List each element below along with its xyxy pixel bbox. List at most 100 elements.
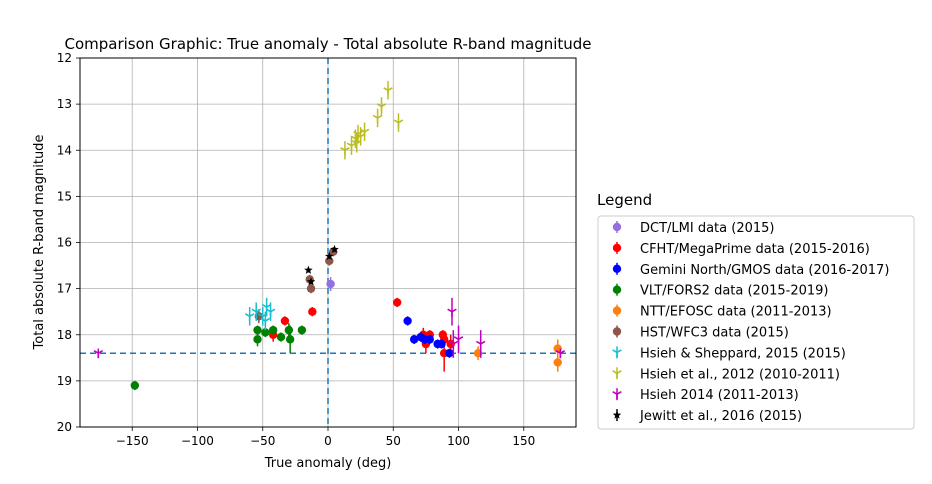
legend-marker xyxy=(612,391,622,400)
legend-item: DCT/LMI data (2015) xyxy=(612,221,774,236)
data-point-stroke xyxy=(261,303,268,308)
series-6 xyxy=(244,297,276,331)
y-tick-label: 12 xyxy=(57,51,72,65)
legend-marker xyxy=(612,264,622,273)
data-point-stroke xyxy=(372,114,378,119)
legend-item: Hsieh et al., 2012 (2010-2011) xyxy=(612,367,840,382)
data-point-stroke xyxy=(260,317,266,322)
data-point-stroke xyxy=(453,336,459,341)
data-point xyxy=(437,339,446,349)
legend-marker xyxy=(612,349,622,358)
legend-item: CFHT/MegaPrime data (2015-2016) xyxy=(612,241,870,257)
data-point xyxy=(453,336,464,345)
data-point xyxy=(376,103,387,112)
legend-label: CFHT/MegaPrime data (2015-2016) xyxy=(640,242,870,257)
data-point-stroke xyxy=(350,135,356,140)
data-point xyxy=(265,308,276,317)
data-point-stroke xyxy=(355,133,362,138)
legend-marker-stroke xyxy=(616,349,622,354)
x-tick-label: −50 xyxy=(250,434,275,448)
y-axis-label: Total absolute R-band magnitude xyxy=(32,135,47,351)
y-tick-label: 16 xyxy=(57,236,72,250)
legend-marker xyxy=(612,370,622,379)
legend-marker-stroke xyxy=(612,391,618,395)
data-point-stroke xyxy=(475,340,482,345)
y-tick-label: 17 xyxy=(57,282,72,296)
data-point xyxy=(330,244,339,254)
data-point xyxy=(448,340,459,349)
legend-label: VLT/FORS2 data (2015-2019) xyxy=(640,284,828,299)
data-point-stroke xyxy=(447,308,453,313)
legend-marker xyxy=(612,285,622,294)
data-point xyxy=(326,279,335,289)
data-point xyxy=(284,325,294,335)
data-point-stroke xyxy=(480,340,486,345)
data-point-stroke xyxy=(344,147,350,151)
data-point xyxy=(244,313,255,322)
data-point xyxy=(383,87,393,96)
legend-title: Legend xyxy=(597,191,652,209)
legend-item: Hsieh 2014 (2011-2013) xyxy=(612,388,799,403)
y-tick-label: 20 xyxy=(57,420,72,434)
data-point xyxy=(359,128,370,137)
data-point-stroke xyxy=(346,142,352,147)
legend-box xyxy=(597,215,915,430)
legend-item: Gemini North/GMOS data (2016-2017) xyxy=(612,262,889,278)
data-point-stroke xyxy=(351,140,358,145)
legend-label: HST/WFC3 data (2015) xyxy=(640,326,789,341)
data-point xyxy=(475,340,486,349)
legend: Legend DCT/LMI data (2015) CFHT/MegaPrime… xyxy=(597,191,915,430)
y-tick-label: 18 xyxy=(57,328,72,342)
data-point xyxy=(93,350,104,359)
y-tick-label: 15 xyxy=(57,189,72,203)
legend-marker xyxy=(612,306,622,315)
data-point-stroke xyxy=(398,119,404,124)
data-point-stroke xyxy=(249,313,255,317)
data-point xyxy=(251,308,261,317)
legend-marker xyxy=(612,243,622,253)
data-point-stroke xyxy=(458,336,464,341)
data-point xyxy=(403,316,412,326)
legend-item: Hsieh & Sheppard, 2015 (2015) xyxy=(612,346,846,361)
data-point-stroke xyxy=(244,313,251,317)
series-3 xyxy=(130,323,307,391)
data-point-stroke xyxy=(340,147,346,151)
data-point xyxy=(261,328,270,337)
data-point xyxy=(260,317,271,326)
legend-item: HST/WFC3 data (2015) xyxy=(612,325,789,341)
legend-label: Hsieh & Sheppard, 2015 (2015) xyxy=(640,346,846,361)
legend-marker xyxy=(612,222,622,232)
series-2 xyxy=(403,316,454,358)
data-point xyxy=(393,119,404,128)
data-point-stroke xyxy=(448,340,454,345)
legend-item: VLT/FORS2 data (2015-2019) xyxy=(612,283,828,299)
axis-ticks: −150 −100 −50 0 50 100 150 12 13 14 15 16 17 18 19 20 xyxy=(57,51,536,448)
data-point xyxy=(306,284,316,293)
legend-label: Jewitt et al., 2016 (2015) xyxy=(639,409,802,424)
legend-marker-stroke xyxy=(616,370,622,374)
legend-marker-stroke xyxy=(612,349,618,354)
series-4 xyxy=(473,339,562,372)
data-point xyxy=(285,335,295,344)
data-marks xyxy=(93,81,566,391)
legend-marker xyxy=(612,410,622,419)
x-tick-label: −100 xyxy=(181,434,214,448)
data-point xyxy=(555,350,566,359)
data-point-stroke xyxy=(265,308,271,313)
data-point-stroke xyxy=(93,350,99,354)
legend-label: Hsieh et al., 2012 (2010-2011) xyxy=(640,367,840,382)
data-point-stroke xyxy=(381,103,387,108)
data-point-stroke xyxy=(264,317,271,322)
data-point xyxy=(340,147,350,156)
legend-label: DCT/LMI data (2015) xyxy=(640,221,774,236)
series-0 xyxy=(326,277,335,291)
data-point xyxy=(268,325,278,335)
x-tick-label: 100 xyxy=(447,434,470,448)
data-point xyxy=(325,251,334,260)
data-point xyxy=(253,325,262,335)
data-point-stroke xyxy=(376,103,382,108)
data-point-stroke xyxy=(559,350,566,354)
data-point-stroke xyxy=(97,350,104,354)
